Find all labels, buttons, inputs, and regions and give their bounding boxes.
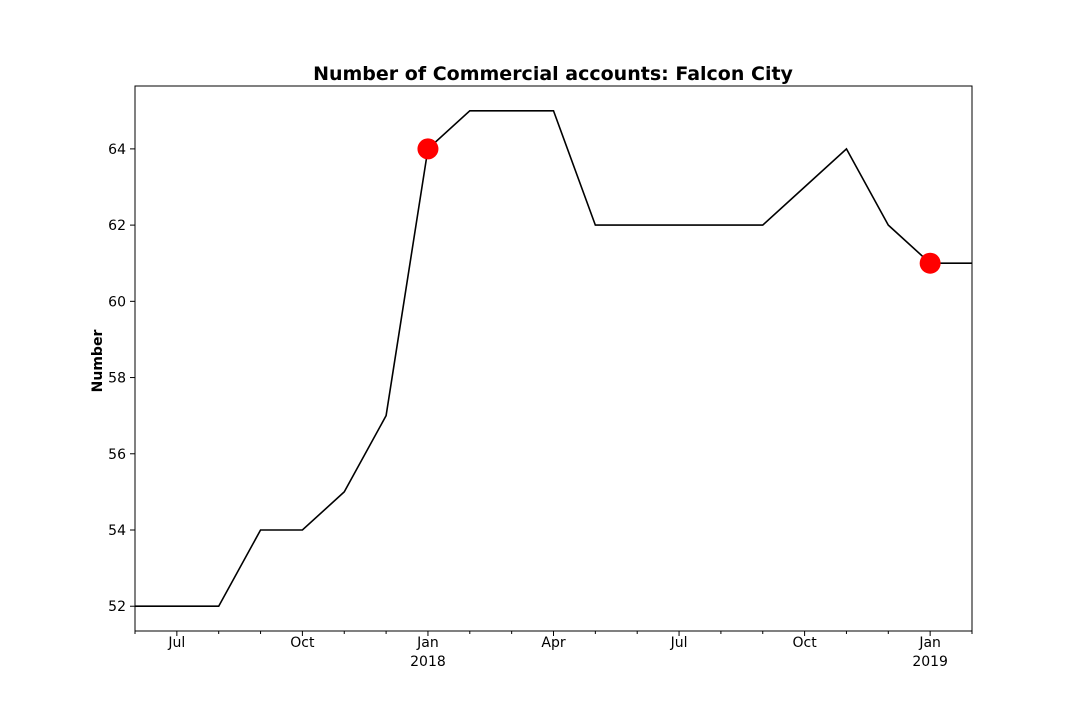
chart-title: Number of Commercial accounts: Falcon Ci… <box>313 63 793 85</box>
x-tick-label: Oct <box>290 635 315 651</box>
y-tick-label: 58 <box>108 371 126 387</box>
y-axis-label: Number <box>90 330 106 393</box>
x-tick-year-label: 2019 <box>912 654 948 670</box>
plot-frame <box>134 85 973 632</box>
x-tick-label: Jul <box>167 635 185 651</box>
x-tick-label: Apr <box>541 635 565 651</box>
series-line <box>135 109 972 608</box>
y-tick-label: 54 <box>108 523 126 539</box>
x-tick-label: Jan <box>918 635 941 651</box>
x-tick-label: Oct <box>792 635 817 651</box>
y-tick-label: 52 <box>108 599 126 615</box>
x-tick-label: Jul <box>670 635 688 651</box>
y-tick-label: 64 <box>108 142 126 158</box>
y-tick-label: 60 <box>108 294 126 310</box>
y-tick-label: 56 <box>108 447 126 463</box>
x-tick-label: Jan <box>416 635 439 651</box>
plot-area: 52 54 56 58 60 62 64 Jul Oct Jan 2018 Apr Jul Oct Jan 2… <box>108 85 973 670</box>
highlight-marker <box>919 252 941 274</box>
highlight-marker <box>417 138 439 160</box>
x-tick-year-label: 2018 <box>410 654 446 670</box>
y-tick-label: 62 <box>108 218 126 234</box>
